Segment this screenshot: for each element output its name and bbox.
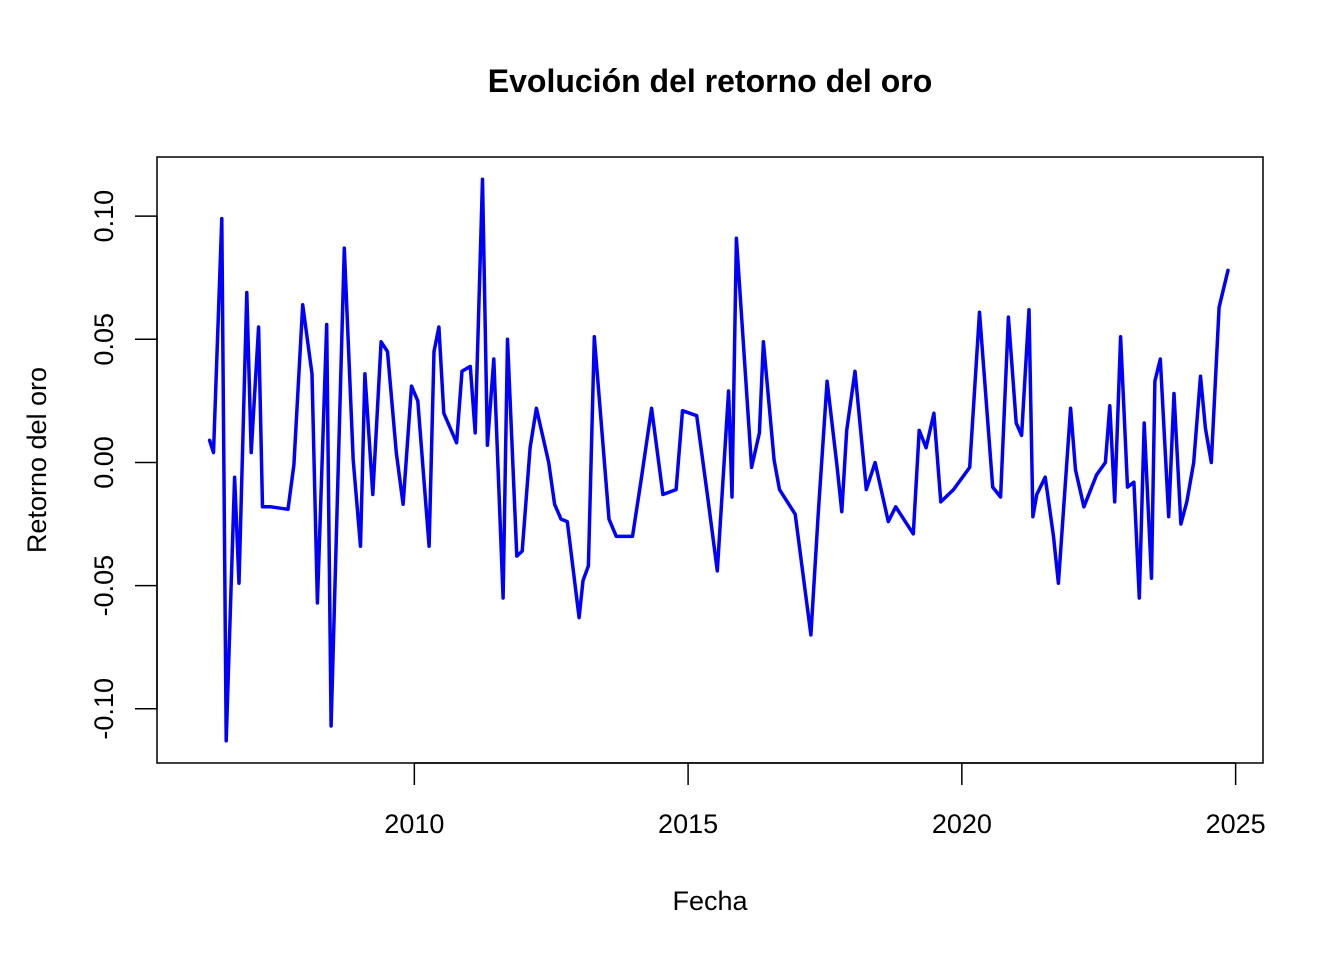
y-tick-label: -0.05: [89, 555, 119, 617]
y-tick-label: 0.05: [89, 313, 119, 366]
y-axis: -0.10 -0.05 0.00 0.05 0.10: [89, 190, 158, 740]
x-axis: 2010 2015 2020 2025: [384, 762, 1266, 839]
series-line: [207, 177, 1230, 743]
y-axis-label: Retorno del oro: [22, 367, 52, 553]
x-axis-label: Fecha: [672, 886, 748, 916]
chart-title: Evolución del retorno del oro: [488, 63, 932, 99]
x-tick-label: 2020: [932, 809, 992, 839]
y-tick-label: 0.00: [89, 436, 119, 489]
y-tick-label: 0.10: [89, 190, 119, 243]
x-tick-label: 2010: [384, 809, 444, 839]
series-layer: [207, 177, 1230, 743]
y-tick-label: -0.10: [89, 678, 119, 740]
x-tick-label: 2025: [1206, 809, 1266, 839]
x-tick-label: 2015: [658, 809, 718, 839]
